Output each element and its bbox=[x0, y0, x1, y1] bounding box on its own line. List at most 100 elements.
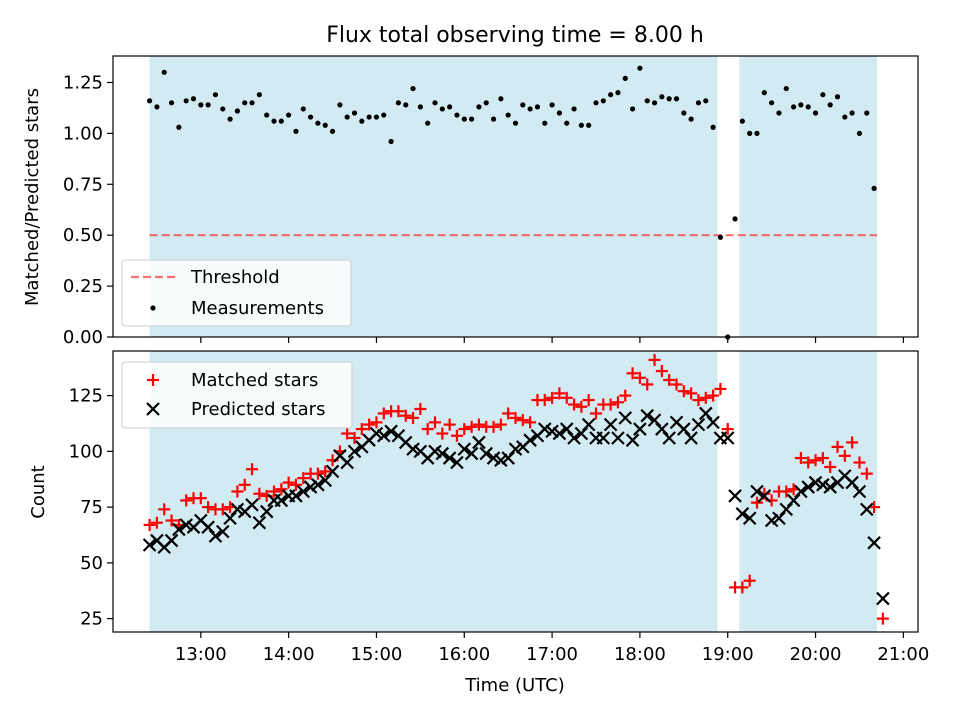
bottom-panel-frame bbox=[112, 350, 919, 633]
matched-star-point bbox=[794, 452, 807, 465]
y-tick-label: 0.25 bbox=[63, 276, 103, 297]
measurement-point bbox=[351, 110, 358, 116]
measurement-point bbox=[681, 110, 687, 116]
measurement-point bbox=[271, 118, 277, 124]
measurement-point bbox=[278, 118, 284, 124]
matched-star-point bbox=[714, 382, 727, 395]
measurement-point bbox=[849, 110, 855, 116]
measurement-point bbox=[629, 106, 636, 112]
matched-star-point bbox=[370, 416, 383, 429]
measurement-point bbox=[322, 122, 328, 128]
predicted-star-point bbox=[567, 431, 581, 445]
measurement-point bbox=[798, 102, 804, 108]
y-tick-label: 100 bbox=[69, 441, 103, 462]
top-panel-y-ticks: 0.00 0.25 0.50 0.75 1.00 1.25 bbox=[63, 72, 113, 348]
matched-star-point bbox=[421, 423, 434, 436]
predicted-star-point bbox=[523, 433, 537, 447]
matched-star-point bbox=[348, 431, 361, 444]
matched-star-point bbox=[641, 378, 654, 391]
matched-star-point bbox=[816, 452, 829, 465]
predicted-star-point bbox=[450, 455, 464, 470]
matched-star-point bbox=[399, 409, 412, 422]
measurement-point bbox=[249, 100, 255, 106]
predicted-star-point bbox=[603, 417, 618, 432]
matched-star-point bbox=[560, 391, 573, 404]
predicted-star-point bbox=[384, 424, 398, 439]
matched-star-point bbox=[253, 487, 266, 500]
measurement-point bbox=[710, 124, 716, 130]
predicted-star-point bbox=[618, 411, 633, 425]
predicted-star-point bbox=[574, 426, 589, 441]
matched-star-point bbox=[275, 483, 288, 496]
measurement-point bbox=[542, 120, 548, 126]
predicted-star-point bbox=[706, 415, 720, 430]
matched-star-point bbox=[494, 418, 507, 431]
matched-star-point bbox=[355, 423, 368, 436]
measurement-point bbox=[856, 130, 863, 136]
measurement-point bbox=[637, 65, 643, 71]
measurement-point bbox=[183, 98, 189, 104]
measurement-point bbox=[717, 234, 724, 240]
predicted-star-point bbox=[464, 446, 479, 461]
predicted-star-point bbox=[750, 484, 764, 499]
measurement-point bbox=[476, 104, 482, 110]
top-panel-frame bbox=[112, 55, 919, 338]
measurement-point bbox=[593, 100, 599, 106]
predicted-star-point bbox=[823, 480, 837, 494]
measurement-point bbox=[842, 114, 848, 120]
predicted-star-point bbox=[501, 451, 515, 465]
predicted-star-point bbox=[559, 422, 574, 436]
bottom-panel-y-ticks: 25 50 75 100 125 bbox=[69, 386, 113, 630]
legend-threshold-label: Threshold bbox=[190, 267, 280, 288]
top-legend: Threshold Measurements bbox=[121, 259, 352, 327]
matched-star-point bbox=[626, 367, 639, 380]
matched-star-point bbox=[538, 394, 551, 407]
measurement-point bbox=[154, 104, 160, 110]
matched-star-point bbox=[429, 416, 441, 429]
y-tick-label: 1.00 bbox=[63, 123, 103, 144]
matched-star-point bbox=[472, 418, 485, 431]
predicted-star-point bbox=[289, 489, 303, 503]
measurement-point bbox=[549, 102, 555, 108]
predicted-star-point bbox=[479, 446, 494, 461]
matched-star-point bbox=[216, 503, 229, 516]
measurement-point bbox=[315, 120, 321, 126]
measurement-point bbox=[871, 185, 877, 191]
measurement-point bbox=[571, 106, 577, 112]
measurement-point bbox=[388, 138, 394, 145]
measurement-point bbox=[578, 122, 584, 128]
matched-star-point bbox=[633, 371, 646, 384]
matched-star-point bbox=[231, 485, 244, 498]
predicted-star-point bbox=[325, 464, 340, 479]
matched-star-point bbox=[143, 518, 156, 531]
measurement-point bbox=[212, 92, 219, 98]
measurement-point bbox=[747, 130, 753, 136]
matched-star-point bbox=[553, 387, 566, 400]
predicted-star-point bbox=[472, 435, 486, 450]
matched-star-point bbox=[780, 485, 793, 498]
predicted-star-point bbox=[296, 484, 311, 499]
y-tick-label: 75 bbox=[80, 497, 103, 518]
measurement-point bbox=[659, 94, 665, 100]
predicted-star-point bbox=[201, 520, 215, 534]
measurement-point bbox=[783, 85, 789, 92]
matched-star-point bbox=[165, 514, 178, 527]
matched-star-point bbox=[582, 394, 595, 407]
measurement-point bbox=[447, 104, 453, 110]
measurement-point bbox=[286, 112, 292, 118]
predicted-star-point bbox=[311, 478, 325, 492]
matched-star-point bbox=[751, 496, 763, 509]
x-tick-label: 14:00 bbox=[263, 644, 315, 665]
predicted-stars-series bbox=[142, 406, 890, 606]
measurement-point bbox=[454, 112, 460, 118]
matched-star-point bbox=[802, 456, 815, 469]
matched-star-point bbox=[282, 476, 295, 489]
matched-star-point bbox=[502, 407, 515, 420]
matched-star-point bbox=[568, 398, 581, 411]
matched-star-point bbox=[809, 454, 822, 467]
measurement-point bbox=[490, 116, 497, 122]
predicted-star-point bbox=[208, 529, 223, 543]
measurement-point bbox=[790, 104, 797, 110]
measurements-series bbox=[146, 65, 877, 340]
